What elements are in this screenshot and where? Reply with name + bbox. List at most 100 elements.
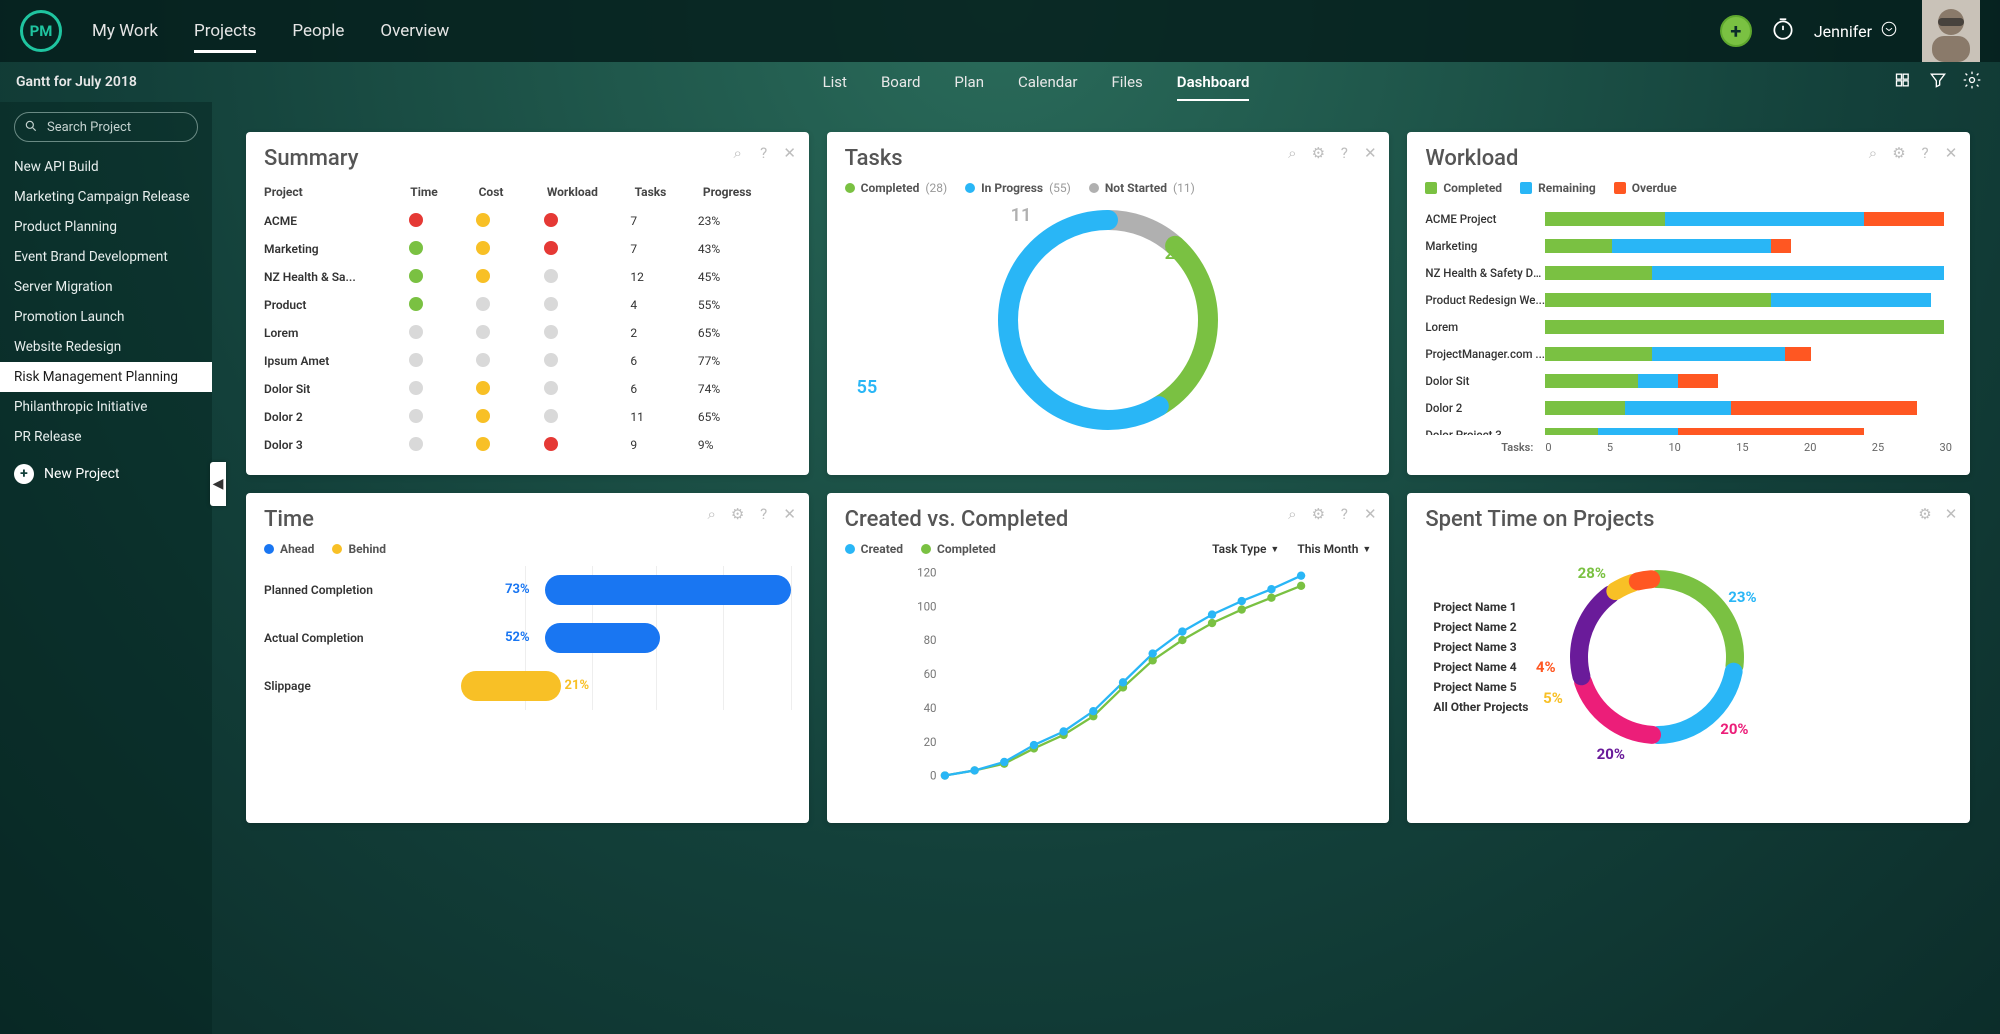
dashboard-canvas: Summary ⌕ ? ✕ ProjectTimeCostWorkloadTas…: [212, 102, 2000, 1034]
help-icon[interactable]: ?: [1916, 144, 1934, 162]
nav-overview[interactable]: Overview: [380, 3, 449, 59]
sidebar-item[interactable]: PR Release: [0, 422, 212, 452]
table-row[interactable]: Lorem 265%: [264, 319, 785, 347]
new-project-button[interactable]: + New Project: [0, 452, 212, 496]
gear-icon[interactable]: ⚙: [1309, 505, 1327, 523]
time-row: Slippage 21%: [264, 662, 791, 710]
view-tabs: List Board Plan Calendar Files Dashboard: [823, 65, 1250, 99]
tab-calendar[interactable]: Calendar: [1018, 65, 1078, 99]
table-row[interactable]: Dolor 2 1165%: [264, 403, 785, 431]
tab-files[interactable]: Files: [1112, 65, 1143, 99]
table-row[interactable]: Dolor Sit 674%: [264, 375, 785, 403]
workload-row: ProjectManager.com ...: [1425, 340, 1944, 367]
avatar[interactable]: [1922, 0, 1980, 62]
help-icon[interactable]: ?: [755, 505, 773, 523]
search-icon: [24, 119, 38, 137]
sidebar-item[interactable]: Philanthropic Initiative: [0, 392, 212, 422]
cvsc-legend: CreatedCompletedTask Type ▼This Month ▼: [845, 542, 1372, 556]
time-card: Time ⌕ ⚙ ? ✕ AheadBehind Planned Complet…: [246, 493, 809, 823]
time-row: Actual Completion 52%: [264, 614, 791, 662]
close-icon[interactable]: ✕: [1361, 144, 1379, 162]
sidebar-item[interactable]: Product Planning: [0, 212, 212, 242]
sub-header: Gantt for July 2018 ListBoardPlanCalenda…: [0, 62, 2000, 102]
sidebar-item[interactable]: Website Redesign: [0, 332, 212, 362]
nav-people[interactable]: People: [292, 3, 344, 59]
spent-donut: 28%23%20%20%5%4%: [1552, 552, 1762, 762]
tab-plan[interactable]: Plan: [954, 65, 984, 99]
search-icon[interactable]: ⌕: [703, 505, 721, 523]
workload-row: ACME Project: [1425, 205, 1944, 232]
svg-text:0: 0: [930, 769, 936, 783]
sidebar-item[interactable]: Event Brand Development: [0, 242, 212, 272]
close-icon[interactable]: ✕: [1942, 144, 1960, 162]
username: Jennifer: [1814, 22, 1872, 41]
workload-axis: Tasks:051015202530: [1425, 441, 1952, 454]
table-row[interactable]: NZ Health & Sa... 1245%: [264, 263, 785, 291]
table-row[interactable]: Product 455%: [264, 291, 785, 319]
sidebar-item[interactable]: Server Migration: [0, 272, 212, 302]
sidebar-item[interactable]: Promotion Launch: [0, 302, 212, 332]
logo[interactable]: PM: [20, 10, 62, 52]
new-project-label: New Project: [44, 466, 120, 482]
project-list: New API BuildMarketing Campaign ReleaseP…: [0, 152, 212, 452]
sidebar-item[interactable]: New API Build: [0, 152, 212, 182]
gear-icon[interactable]: ⚙: [1916, 505, 1934, 523]
gear-icon[interactable]: ⚙: [1309, 144, 1327, 162]
grid-view-icon[interactable]: [1894, 70, 1914, 94]
filter-select[interactable]: This Month ▼: [1297, 542, 1371, 556]
main-nav: My Work Projects People Overview: [92, 3, 449, 59]
help-icon[interactable]: ?: [755, 144, 773, 162]
add-button[interactable]: +: [1720, 15, 1752, 47]
close-icon[interactable]: ✕: [781, 144, 799, 162]
search-icon[interactable]: ⌕: [729, 144, 747, 162]
user-menu[interactable]: Jennifer: [1814, 20, 1898, 42]
table-row[interactable]: Marketing 743%: [264, 235, 785, 263]
workload-row: Lorem: [1425, 313, 1944, 340]
sidebar-item[interactable]: Marketing Campaign Release: [0, 182, 212, 212]
table-row[interactable]: Dolor 3 99%: [264, 431, 785, 457]
tab-board[interactable]: Board: [881, 65, 920, 99]
chevron-down-icon: [1880, 20, 1898, 42]
filter-select[interactable]: Task Type ▼: [1212, 542, 1279, 556]
plus-icon: +: [14, 464, 34, 484]
cvsc-chart: 120100806040200: [845, 566, 1372, 786]
table-row[interactable]: Ipsum Amet 677%: [264, 347, 785, 375]
nav-my-work[interactable]: My Work: [92, 3, 158, 59]
search-icon[interactable]: ⌕: [1864, 144, 1882, 162]
summary-card: Summary ⌕ ? ✕ ProjectTimeCostWorkloadTas…: [246, 132, 809, 475]
search-icon[interactable]: ⌕: [1283, 505, 1301, 523]
sidebar-item[interactable]: Risk Management Planning: [0, 362, 212, 392]
help-icon[interactable]: ?: [1335, 144, 1353, 162]
gear-icon[interactable]: ⚙: [729, 505, 747, 523]
sidebar-collapse-handle[interactable]: ◀: [210, 462, 226, 506]
settings-icon[interactable]: [1962, 70, 1982, 94]
cvsc-card: Created vs. Completed ⌕ ⚙ ? ✕ CreatedCom…: [827, 493, 1390, 823]
tasks-card: Tasks ⌕ ⚙ ? ✕ Completed (28)In Progress …: [827, 132, 1390, 475]
timer-icon[interactable]: [1770, 16, 1796, 46]
nav-projects[interactable]: Projects: [194, 3, 256, 59]
table-row[interactable]: ACME 723%: [264, 207, 785, 235]
summary-body[interactable]: ACME 723%Marketing 743%NZ Health & Sa...…: [264, 207, 791, 457]
close-icon[interactable]: ✕: [1942, 505, 1960, 523]
search-icon[interactable]: ⌕: [1283, 144, 1301, 162]
close-icon[interactable]: ✕: [1361, 505, 1379, 523]
tab-list[interactable]: List: [823, 65, 847, 99]
card-title: Spent Time on Projects: [1425, 507, 1952, 532]
help-icon[interactable]: ?: [1335, 505, 1353, 523]
workload-body[interactable]: ACME ProjectMarketingNZ Health & Safety …: [1425, 205, 1952, 435]
close-icon[interactable]: ✕: [781, 505, 799, 523]
svg-text:100: 100: [917, 599, 936, 613]
top-bar: PM My Work Projects People Overview + Jenni…: [0, 0, 2000, 62]
tasks-donut: 112855: [845, 205, 1372, 435]
svg-text:120: 120: [917, 566, 936, 579]
time-legend: AheadBehind: [264, 542, 791, 556]
gear-icon[interactable]: ⚙: [1890, 144, 1908, 162]
tab-dashboard[interactable]: Dashboard: [1177, 65, 1250, 99]
summary-header: ProjectTimeCostWorkloadTasksProgress: [264, 181, 791, 203]
spent-legend: Project Name 1Project Name 2Project Name…: [1425, 597, 1528, 717]
search-input[interactable]: [14, 112, 198, 142]
tasks-legend: Completed (28)In Progress (55)Not Starte…: [845, 181, 1372, 195]
svg-text:20: 20: [923, 735, 936, 749]
workload-row: Dolor Project 3: [1425, 421, 1944, 435]
filter-icon[interactable]: [1928, 70, 1948, 94]
